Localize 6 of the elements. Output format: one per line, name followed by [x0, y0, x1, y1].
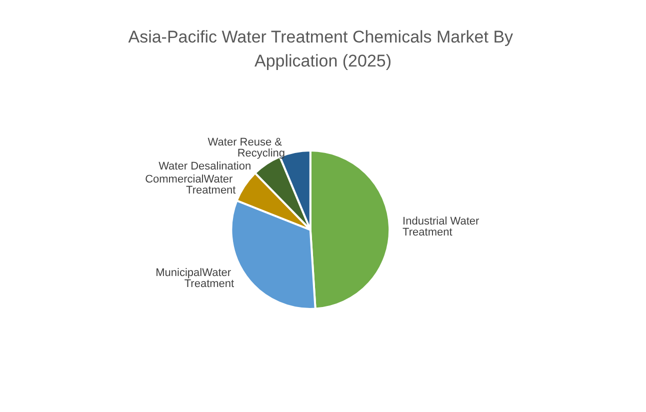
- slice-label: Water Desalination: [158, 160, 252, 173]
- slice-label: Water Reuse & Recycling: [208, 136, 286, 160]
- slice-label: Industrial Water Treatment: [402, 216, 482, 239]
- slice-label: CommercialWater Treatment: [145, 174, 236, 197]
- chart-title: Asia-Pacific Water Treatment Chemicals Market By Application (2025): [128, 28, 518, 70]
- slice-label: MunicipalWater Treatment: [156, 267, 234, 290]
